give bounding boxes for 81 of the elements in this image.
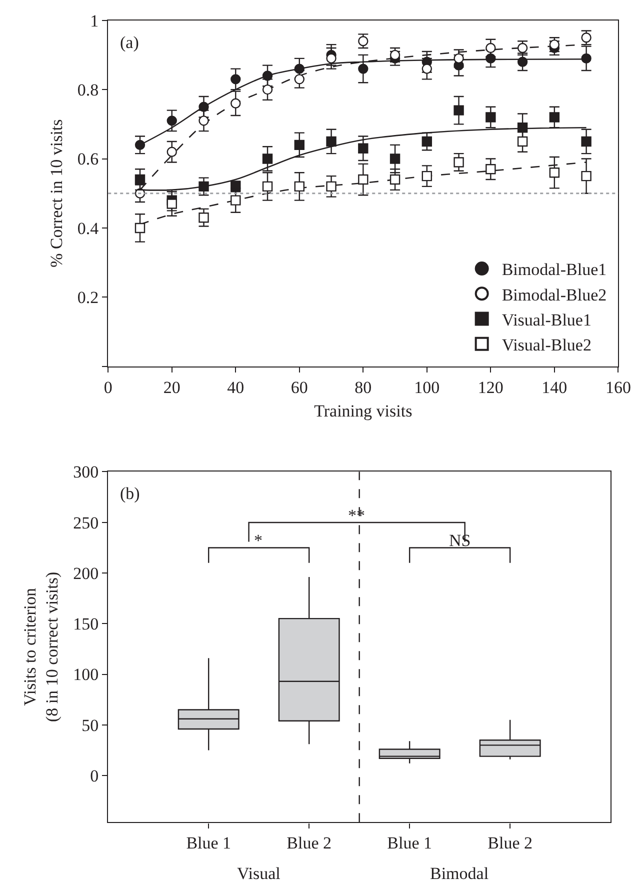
- point: [581, 136, 592, 147]
- point: [422, 170, 432, 182]
- point: [422, 64, 432, 74]
- y-tick-label: 1: [90, 11, 99, 30]
- point: [262, 181, 273, 192]
- point: [294, 74, 304, 84]
- x-tick-label: 120: [478, 378, 504, 397]
- point: [486, 42, 496, 54]
- x-tick-label: Blue 1: [387, 834, 432, 853]
- point: [326, 136, 336, 147]
- text: Bimodal: [430, 864, 489, 883]
- point: [358, 64, 368, 74]
- legend-label: Bimodal-Blue1: [502, 260, 607, 280]
- point: [198, 181, 209, 192]
- x-tick-label: 20: [163, 378, 180, 397]
- legend-label: Visual-Blue1: [502, 310, 592, 330]
- y-axis-title: Visits to criterion (8 in 10 correct visits): [20, 572, 62, 722]
- point: [454, 53, 464, 64]
- annotation: *: [254, 531, 262, 550]
- point: [166, 116, 177, 126]
- annotation: (a): [120, 33, 139, 52]
- point: [326, 53, 336, 64]
- point: [486, 164, 496, 174]
- x-tick-label: Blue 2: [286, 834, 332, 853]
- point: [326, 181, 336, 192]
- point: [262, 154, 273, 164]
- x-tick-label: 140: [542, 378, 568, 397]
- y-tick-label: 250: [73, 513, 99, 532]
- y-tick-label: 100: [73, 665, 99, 684]
- point: [517, 56, 528, 67]
- point: [422, 136, 432, 147]
- point: [230, 98, 241, 108]
- point: [390, 154, 400, 164]
- point: [358, 174, 368, 185]
- point: [198, 116, 209, 126]
- x-tick-label: Blue 1: [186, 834, 232, 853]
- point: [358, 143, 368, 154]
- point: [549, 112, 560, 122]
- point: [134, 174, 146, 185]
- point: [581, 170, 592, 182]
- point: [581, 53, 592, 64]
- x-tick-label: Blue 2: [488, 834, 532, 853]
- point: [294, 140, 304, 150]
- y-tick-label: 150: [73, 614, 99, 634]
- point: [454, 157, 464, 168]
- point: [198, 212, 209, 223]
- y-tick-label: 0.6: [77, 150, 99, 169]
- point: [230, 74, 241, 84]
- y-tick-label: 0.2: [77, 288, 99, 308]
- annotation: NS: [449, 531, 471, 550]
- point: [454, 105, 464, 116]
- y-tick-label: 50: [82, 716, 99, 735]
- y-tick-label: 0.4: [77, 218, 100, 238]
- point: [517, 136, 528, 147]
- point: [166, 146, 177, 157]
- y-tick-label: 200: [73, 564, 99, 583]
- y-tick-label: 0: [90, 766, 99, 786]
- x-tick-label: 100: [414, 378, 440, 397]
- y-axis-title: % Correct in 10 visits: [46, 119, 66, 268]
- point: [134, 140, 146, 150]
- text: Visual: [237, 864, 281, 883]
- point: [230, 195, 241, 206]
- point: [294, 181, 304, 192]
- y-tick-label: 0.8: [77, 80, 99, 100]
- x-tick-label: 0: [104, 378, 112, 397]
- point: [549, 168, 560, 178]
- point: [486, 112, 496, 122]
- x-axis-title: Training visits: [314, 401, 412, 420]
- point: [390, 174, 400, 185]
- annotation: **: [348, 506, 365, 525]
- point: [262, 84, 273, 95]
- x-tick-label: 80: [354, 378, 372, 397]
- y-tick-label: 300: [73, 462, 99, 482]
- legend-label: Visual-Blue2: [502, 335, 592, 354]
- annotation: (b): [120, 484, 140, 503]
- x-tick-label: 60: [290, 378, 308, 397]
- x-tick-label: 40: [227, 378, 244, 397]
- point: [134, 222, 146, 234]
- point: [166, 198, 177, 209]
- x-tick-label: 160: [605, 378, 631, 397]
- legend-label: Bimodal-Blue2: [502, 285, 607, 304]
